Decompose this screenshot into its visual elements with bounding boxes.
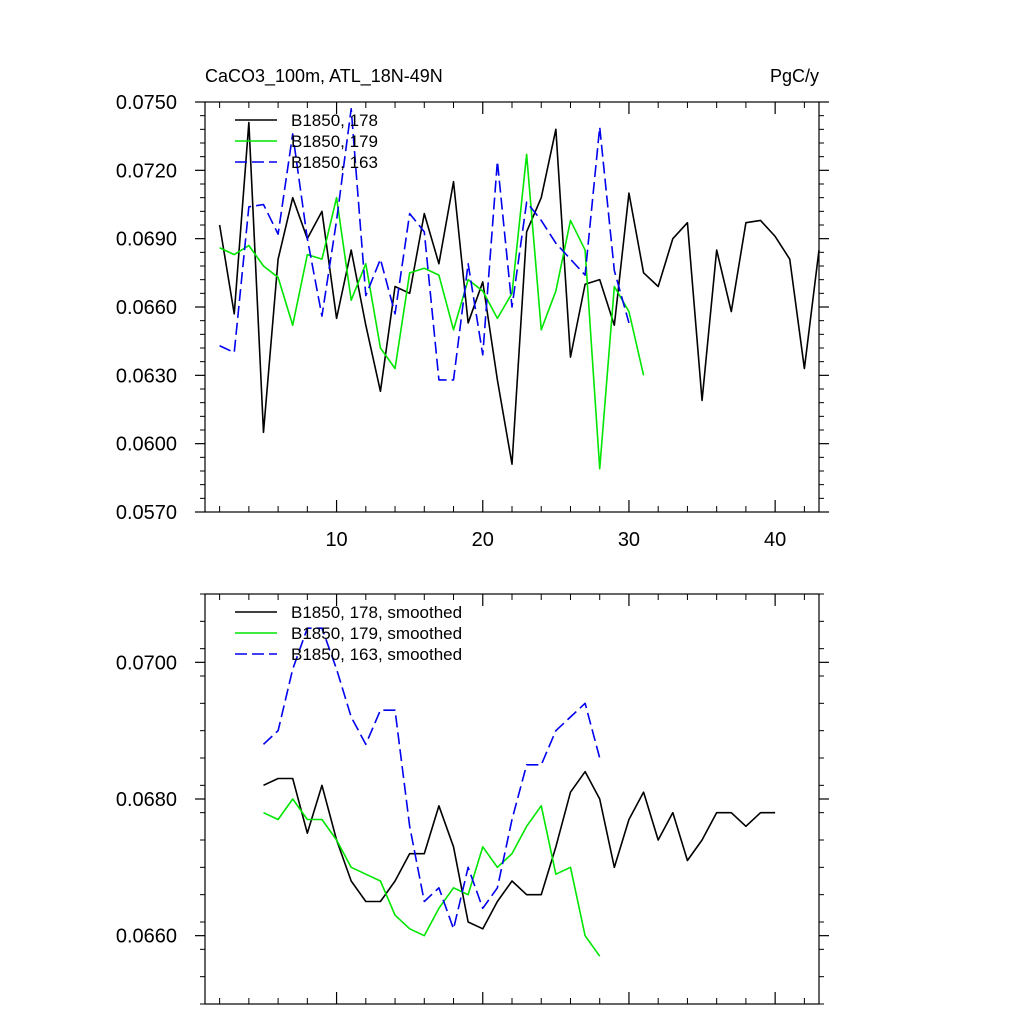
top-legend: B1850, 178 B1850, 179 B1850, 163	[235, 111, 378, 172]
top-panel-title: CaCO3_100m, ATL_18N-49N	[205, 66, 443, 87]
legend-label: B1850, 179, smoothed	[291, 624, 462, 643]
series-line	[218, 121, 820, 465]
x-tick-label: 40	[764, 529, 786, 551]
top-panel: CaCO3_100m, ATL_18N-49N PgC/y 10 20 30 40 0.…	[116, 66, 829, 551]
y-tick-label: 0.0700	[116, 652, 177, 674]
legend-label: B1850, 163, smoothed	[291, 645, 462, 664]
series-line	[219, 153, 645, 470]
legend-label: B1850, 178	[291, 111, 378, 130]
bottom-legend: B1850, 178, smoothed B1850, 179, smoothed…	[235, 603, 462, 664]
series-line	[219, 108, 630, 381]
bottom-axis-ticks: 0.0660 0.0680 0.0700	[116, 593, 829, 1005]
series-line	[262, 627, 601, 930]
x-tick-label: 20	[472, 529, 494, 551]
x-tick-label: 30	[618, 529, 640, 551]
y-tick-label: 0.0660	[116, 297, 177, 319]
legend-label: B1850, 163	[291, 153, 378, 172]
y-tick-label: 0.0570	[116, 502, 177, 524]
legend-label: B1850, 179	[291, 132, 378, 151]
y-tick-label: 0.0660	[116, 926, 177, 948]
y-tick-label: 0.0600	[116, 434, 177, 456]
top-axis-ticks: 10 20 30 40 0.0570 0.0600 0.0630 0.0660 0.0690 0.…	[116, 92, 829, 551]
top-panel-units: PgC/y	[770, 66, 819, 86]
series-line	[263, 770, 776, 930]
top-series-lines	[218, 108, 820, 470]
y-tick-label: 0.0690	[116, 229, 177, 251]
series-line	[263, 798, 601, 957]
y-tick-label: 0.0630	[116, 365, 177, 387]
legend-label: B1850, 178, smoothed	[291, 603, 462, 622]
bottom-series-lines	[262, 627, 776, 957]
y-tick-label: 0.0750	[116, 92, 177, 114]
y-tick-label: 0.0680	[116, 789, 177, 811]
y-tick-label: 0.0720	[116, 160, 177, 182]
x-tick-label: 10	[325, 529, 347, 551]
